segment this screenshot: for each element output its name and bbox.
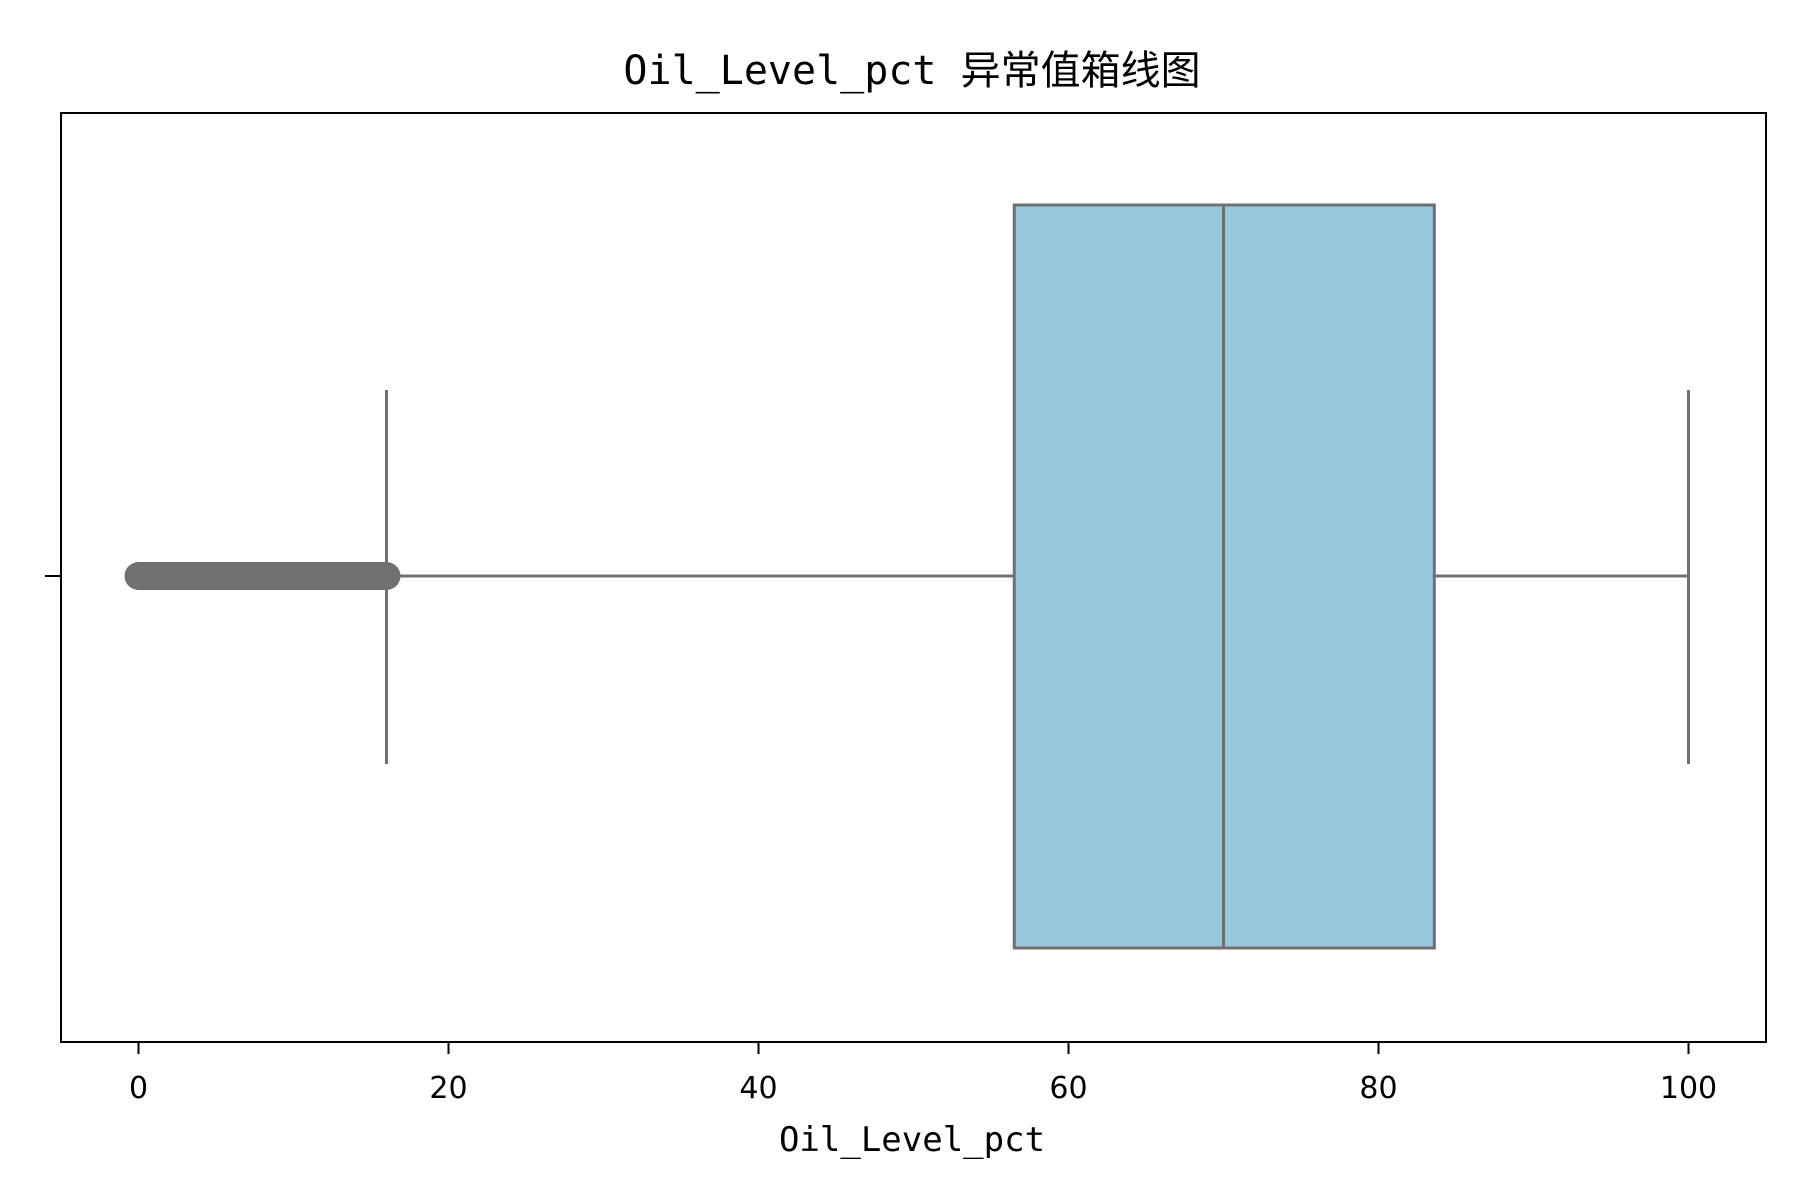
x-tick-label: 80: [1359, 1071, 1397, 1106]
x-axis-ticks: 0 20 40 60 80 100: [129, 1042, 1717, 1106]
axes-frame: [60, 112, 1767, 1043]
x-tick-label: 40: [739, 1071, 777, 1106]
x-tick-label: 100: [1660, 1071, 1717, 1106]
chart-title: Oil_Level_pct 异常值箱线图: [623, 48, 1200, 94]
x-tick-label: 20: [429, 1071, 467, 1106]
x-axis-label: Oil_Level_pct: [779, 1120, 1045, 1160]
x-tick-label: 60: [1049, 1071, 1087, 1106]
x-tick-label: 0: [129, 1071, 148, 1106]
plot-area: [124, 203, 1690, 950]
